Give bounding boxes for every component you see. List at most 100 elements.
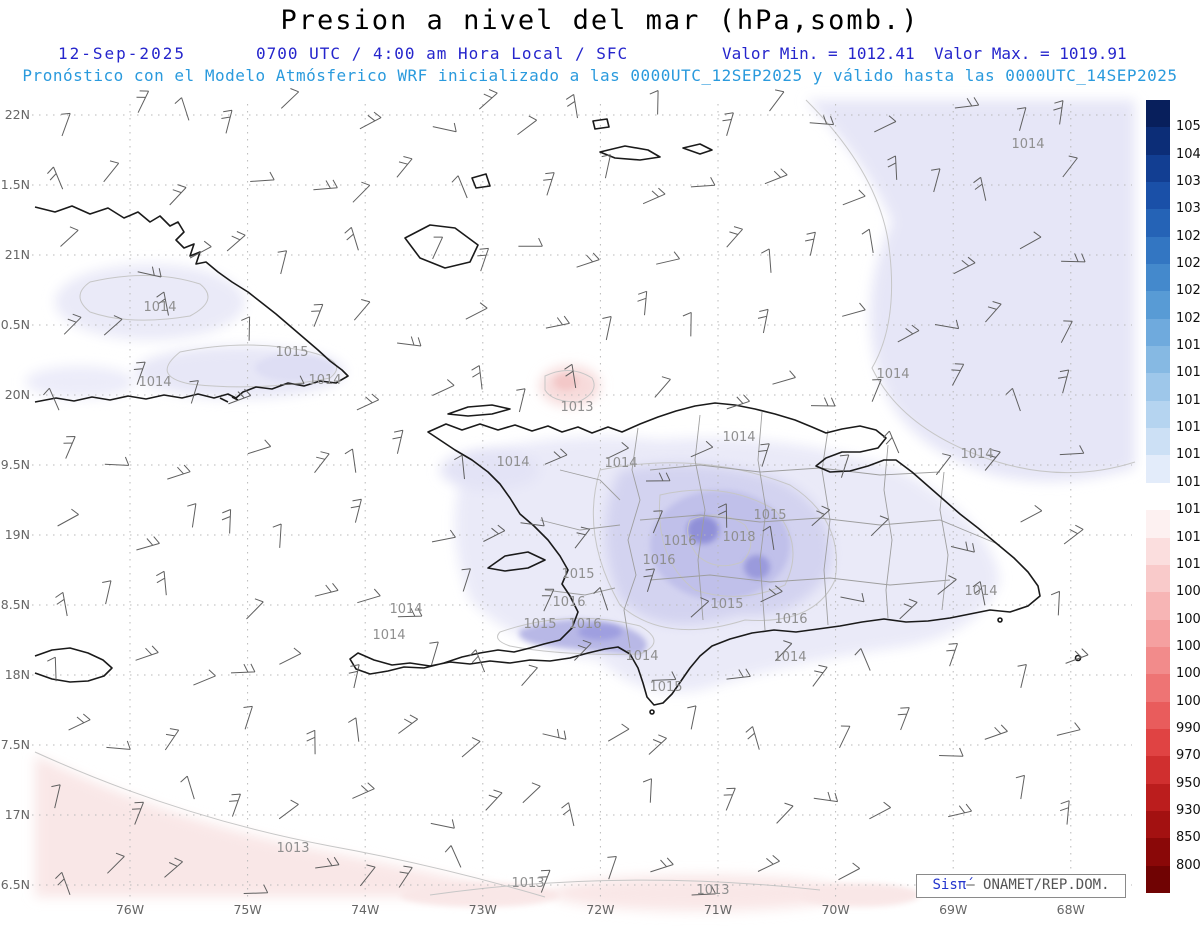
wind-barb — [1059, 445, 1085, 456]
colorbar-tick-label: 930 — [1176, 802, 1200, 818]
wind-barb — [772, 370, 796, 385]
pressure-label: 1015 — [561, 567, 594, 582]
wind-barb — [648, 734, 667, 755]
colorbar-segment — [1146, 127, 1170, 155]
wind-barb — [47, 166, 64, 190]
wind-barb — [1061, 253, 1086, 263]
credit-badge: Sisπ́– ONAMET/REP.DOM. — [916, 874, 1126, 898]
colorbar-tick-label: 1030 — [1176, 201, 1200, 217]
pressure-label: 1013 — [560, 400, 593, 415]
colorbar-segment — [1146, 592, 1170, 620]
wind-barb — [717, 503, 728, 528]
wind-barb — [344, 227, 359, 251]
colorbar-segment — [1146, 646, 1170, 675]
lat-label: 8.5N — [1, 597, 30, 612]
wind-barb — [654, 376, 671, 398]
pressure-label: 1016 — [568, 617, 601, 632]
wind-barb — [948, 803, 972, 818]
wind-barb — [691, 885, 717, 896]
wind-barb — [651, 671, 677, 681]
pressure-label: 1014 — [496, 455, 529, 470]
wind-barb — [810, 397, 836, 407]
lon-label: 73W — [469, 902, 497, 917]
wind-barb — [650, 857, 674, 873]
wind-barb — [854, 648, 871, 671]
colorbar-segment — [1146, 182, 1170, 210]
pressure-label: 1015 — [523, 617, 556, 632]
wind-barb — [246, 598, 264, 620]
wind-barb — [722, 112, 734, 136]
coastline-beata — [649, 709, 655, 715]
coastline-cuba — [34, 205, 349, 403]
wind-barb — [169, 184, 187, 206]
colorbar-segment — [1146, 264, 1170, 292]
wind-barb — [359, 864, 376, 887]
wind-barb — [193, 669, 216, 686]
wind-barb — [461, 568, 471, 592]
colorbar-tick-label: 1013 — [1176, 502, 1200, 518]
wind-barb — [1053, 100, 1064, 125]
wind-barb — [607, 723, 630, 742]
value-min: Valor Min. = 1012.41 — [722, 44, 915, 63]
wind-barb — [842, 189, 866, 206]
wind-barb — [726, 226, 743, 248]
wind-barb — [839, 454, 850, 478]
wind-barb — [656, 251, 680, 265]
pressure-label: 1014 — [389, 602, 422, 617]
wind-barb — [430, 819, 455, 829]
wind-barb — [250, 171, 275, 182]
wind-barb — [432, 379, 455, 396]
pressure-label: 1014 — [722, 430, 755, 445]
lat-label: 7.5N — [1, 737, 30, 752]
wind-barb — [897, 707, 910, 731]
colorbar-tick-label: 1004 — [1176, 638, 1200, 654]
wind-barb — [106, 740, 131, 750]
wind-barb — [576, 252, 600, 268]
wind-barb — [518, 237, 543, 247]
wind-barb — [840, 592, 865, 603]
lat-label: 17N — [5, 807, 30, 822]
pressure-label: 1016 — [552, 595, 585, 610]
wind-barb — [314, 582, 339, 597]
wind-barb — [723, 787, 736, 811]
wind-barb — [43, 387, 60, 411]
wind-barb — [870, 515, 889, 537]
wind-barb — [601, 154, 611, 179]
colorbar-segment — [1146, 674, 1170, 702]
colorbar-tick-label: 1035 — [1176, 174, 1200, 190]
colorbar-segment — [1146, 838, 1170, 866]
colorbar-tick-label: 1006 — [1176, 611, 1200, 627]
lat-label: 19N — [5, 527, 30, 542]
colorbar-tick-label: 1020 — [1176, 310, 1200, 326]
lon-label: 74W — [351, 902, 379, 917]
pressure-label: 1013 — [276, 841, 309, 856]
pressure-label: 1014 — [964, 584, 997, 599]
wind-barb — [314, 451, 330, 474]
pressure-label: 1014 — [960, 447, 993, 462]
colorbar-segment — [1146, 346, 1170, 374]
wind-barb — [871, 379, 882, 402]
wind-barb — [137, 266, 162, 278]
credit-text: – ONAMET/REP.DOM. — [966, 877, 1110, 893]
lat-label: 21N — [5, 247, 30, 262]
pressure-label: 1014 — [773, 650, 806, 665]
wind-barb — [60, 226, 79, 247]
wind-barb — [953, 256, 976, 275]
wind-barb — [757, 855, 780, 872]
wind-barb — [984, 449, 1001, 471]
wind-barb — [398, 714, 418, 734]
colorbar-segment — [1146, 810, 1170, 839]
wind-barb — [897, 324, 920, 343]
colorbar-tick-label: 1040 — [1176, 146, 1200, 162]
wind-barb — [156, 570, 167, 596]
wind-barb — [104, 456, 130, 466]
wind-barb — [228, 388, 252, 405]
wind-barb — [1056, 722, 1081, 736]
lon-label: 69W — [939, 902, 967, 917]
colorbar-tick-label: 1016 — [1176, 420, 1200, 436]
wind-barb — [432, 236, 444, 260]
page-title: Presion a nivel del mar (hPa,somb.) — [280, 5, 920, 36]
wind-barb — [804, 231, 816, 256]
